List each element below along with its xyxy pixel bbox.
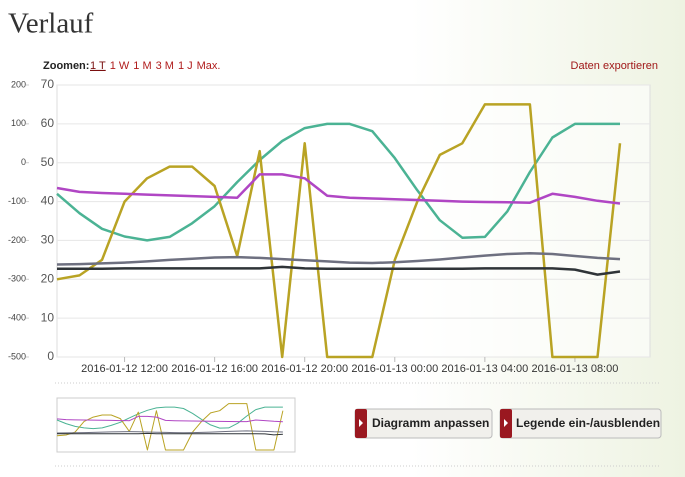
y-tick-label: 10 [41,310,55,324]
y2-tick-label: -200 [8,235,26,245]
navigator [56,397,296,453]
y-tick-label: 20 [41,271,55,285]
button-label[interactable]: Diagramm anpassen [372,416,489,430]
x-tick-label: 2016-01-12 12:00 [81,363,168,375]
y2-tick-label: 0 [21,157,26,167]
x-tick-label: 2016-01-13 08:00 [532,363,619,375]
x-tick-label: 2016-01-12 16:00 [171,363,258,375]
y-tick-label: 0 [47,349,54,363]
zoom-option[interactable]: 1 T [90,60,106,72]
zoom-option[interactable]: 1 M [133,60,151,72]
series-line [56,173,621,205]
y2-tick-label: 200 [11,79,26,89]
y-tick-label: 60 [41,116,55,130]
button[interactable]: Diagramm anpassen [354,408,493,439]
y-tick-label: 70 [41,77,55,91]
plot-area [56,84,651,358]
zoom-option[interactable]: 1 J [178,60,193,72]
series-line [56,103,622,359]
y-tick-label: 30 [41,233,55,247]
y2-tick-label: -400 [8,313,26,323]
x-tick-label: 2016-01-13 00:00 [351,363,438,375]
zoom-label: Zoomen: [43,60,89,72]
button[interactable]: Legende ein-/ausblenden [499,408,662,439]
series-line [56,430,283,434]
y-tick-label: 40 [41,194,55,208]
y2-tick-label: -300 [8,274,26,284]
zoom-option[interactable]: Max. [197,60,221,72]
zoom-option[interactable]: 3 M [156,60,174,72]
series-line [56,122,620,242]
series-line [57,432,283,436]
zoom-option[interactable]: 1 W [110,60,130,72]
button-label[interactable]: Legende ein-/ausblenden [516,416,660,430]
series-line [56,252,621,266]
series-line [56,415,283,423]
y2-tick-label: -500 [8,351,26,361]
series-line [57,265,621,276]
x-tick-label: 2016-01-13 04:00 [441,363,528,375]
x-tick-label: 2016-01-12 20:00 [261,363,348,375]
series-line [56,403,284,451]
y2-tick-label: -100 [8,196,26,206]
export-link[interactable]: Daten exportieren [571,60,658,72]
series-line [56,406,283,430]
y-tick-label: 50 [41,155,55,169]
page-title: Verlauf [8,8,94,40]
y2-tick-label: 100 [11,118,26,128]
